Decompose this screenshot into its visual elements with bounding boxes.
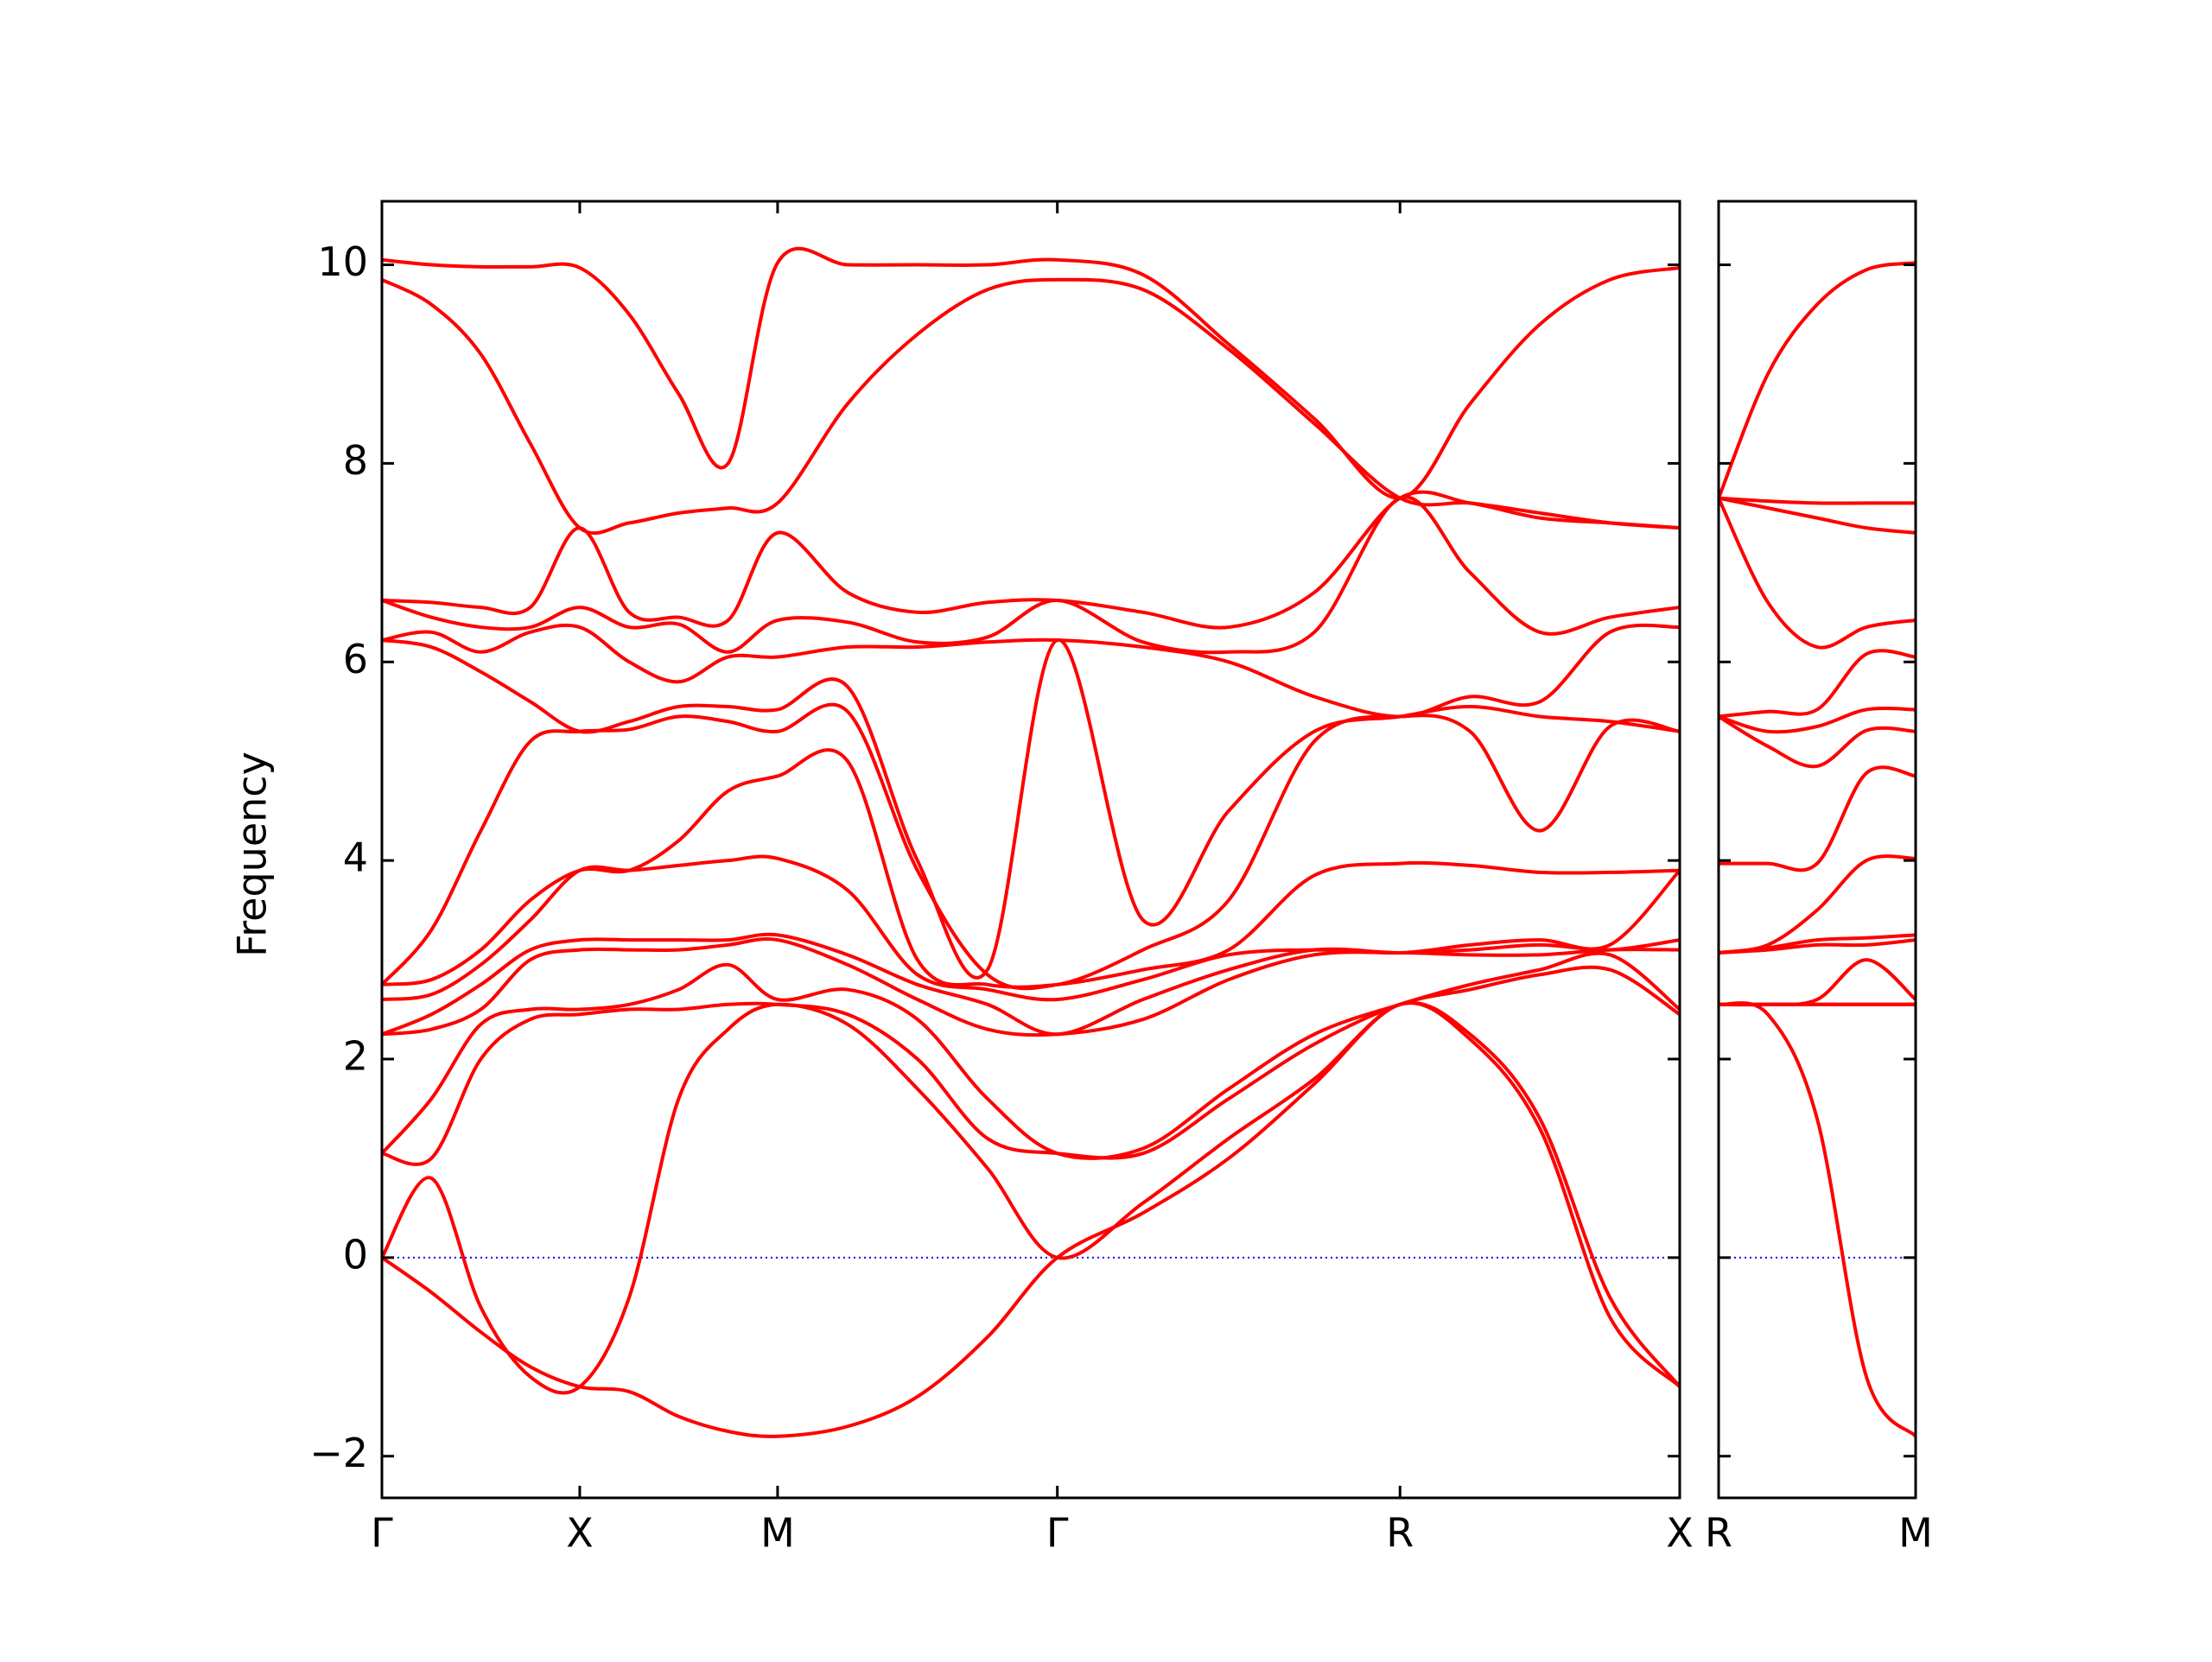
band-line [381,937,1681,1037]
y-tick-label: 10 [317,238,368,285]
y-tick-label: 4 [343,834,368,881]
band-line [381,854,1681,1002]
plot-frame [1717,200,1917,1500]
band-line [1717,497,1916,650]
x-tick-label: R [1705,1510,1732,1557]
band-line [1718,707,1916,734]
band-line [381,495,1681,655]
y-tick-label: 8 [343,437,368,484]
band-line [1719,765,1916,872]
band-line [380,951,1681,1160]
y-tick-label: 2 [343,1033,368,1080]
band-line [1718,496,1916,505]
x-tick-label: Γ [371,1510,393,1557]
band-line [1717,261,1916,499]
band-line [1718,958,1917,1007]
band-line [381,638,1681,980]
band-line [1718,496,1916,535]
band-line [381,490,1681,630]
band-line [1718,1001,1917,1438]
band-line [1718,854,1916,955]
band-line [380,1001,1681,1438]
band-line [1718,649,1916,719]
x-tick-label: M [760,1510,795,1557]
band-line [381,932,1681,1037]
band-line [380,702,1681,991]
x-tick-label: M [1898,1510,1933,1557]
band-line [381,277,1681,536]
band-line [1717,714,1916,769]
x-tick-label: R [1386,1510,1414,1557]
y-tick-label: 0 [343,1231,368,1278]
band-line [381,623,1681,719]
x-tick-label: X [566,1510,594,1557]
band-line [381,965,1681,1166]
band-line [381,748,1681,989]
y-axis-label: Frequency [229,752,276,957]
band-line [381,246,1681,500]
x-tick-label: Γ [1046,1510,1069,1557]
x-tick-label: X [1666,1510,1694,1557]
y-tick-label: −2 [309,1430,368,1476]
y-tick-label: 6 [343,636,368,682]
band-line [380,1000,1681,1395]
plot-frame [380,200,1681,1500]
